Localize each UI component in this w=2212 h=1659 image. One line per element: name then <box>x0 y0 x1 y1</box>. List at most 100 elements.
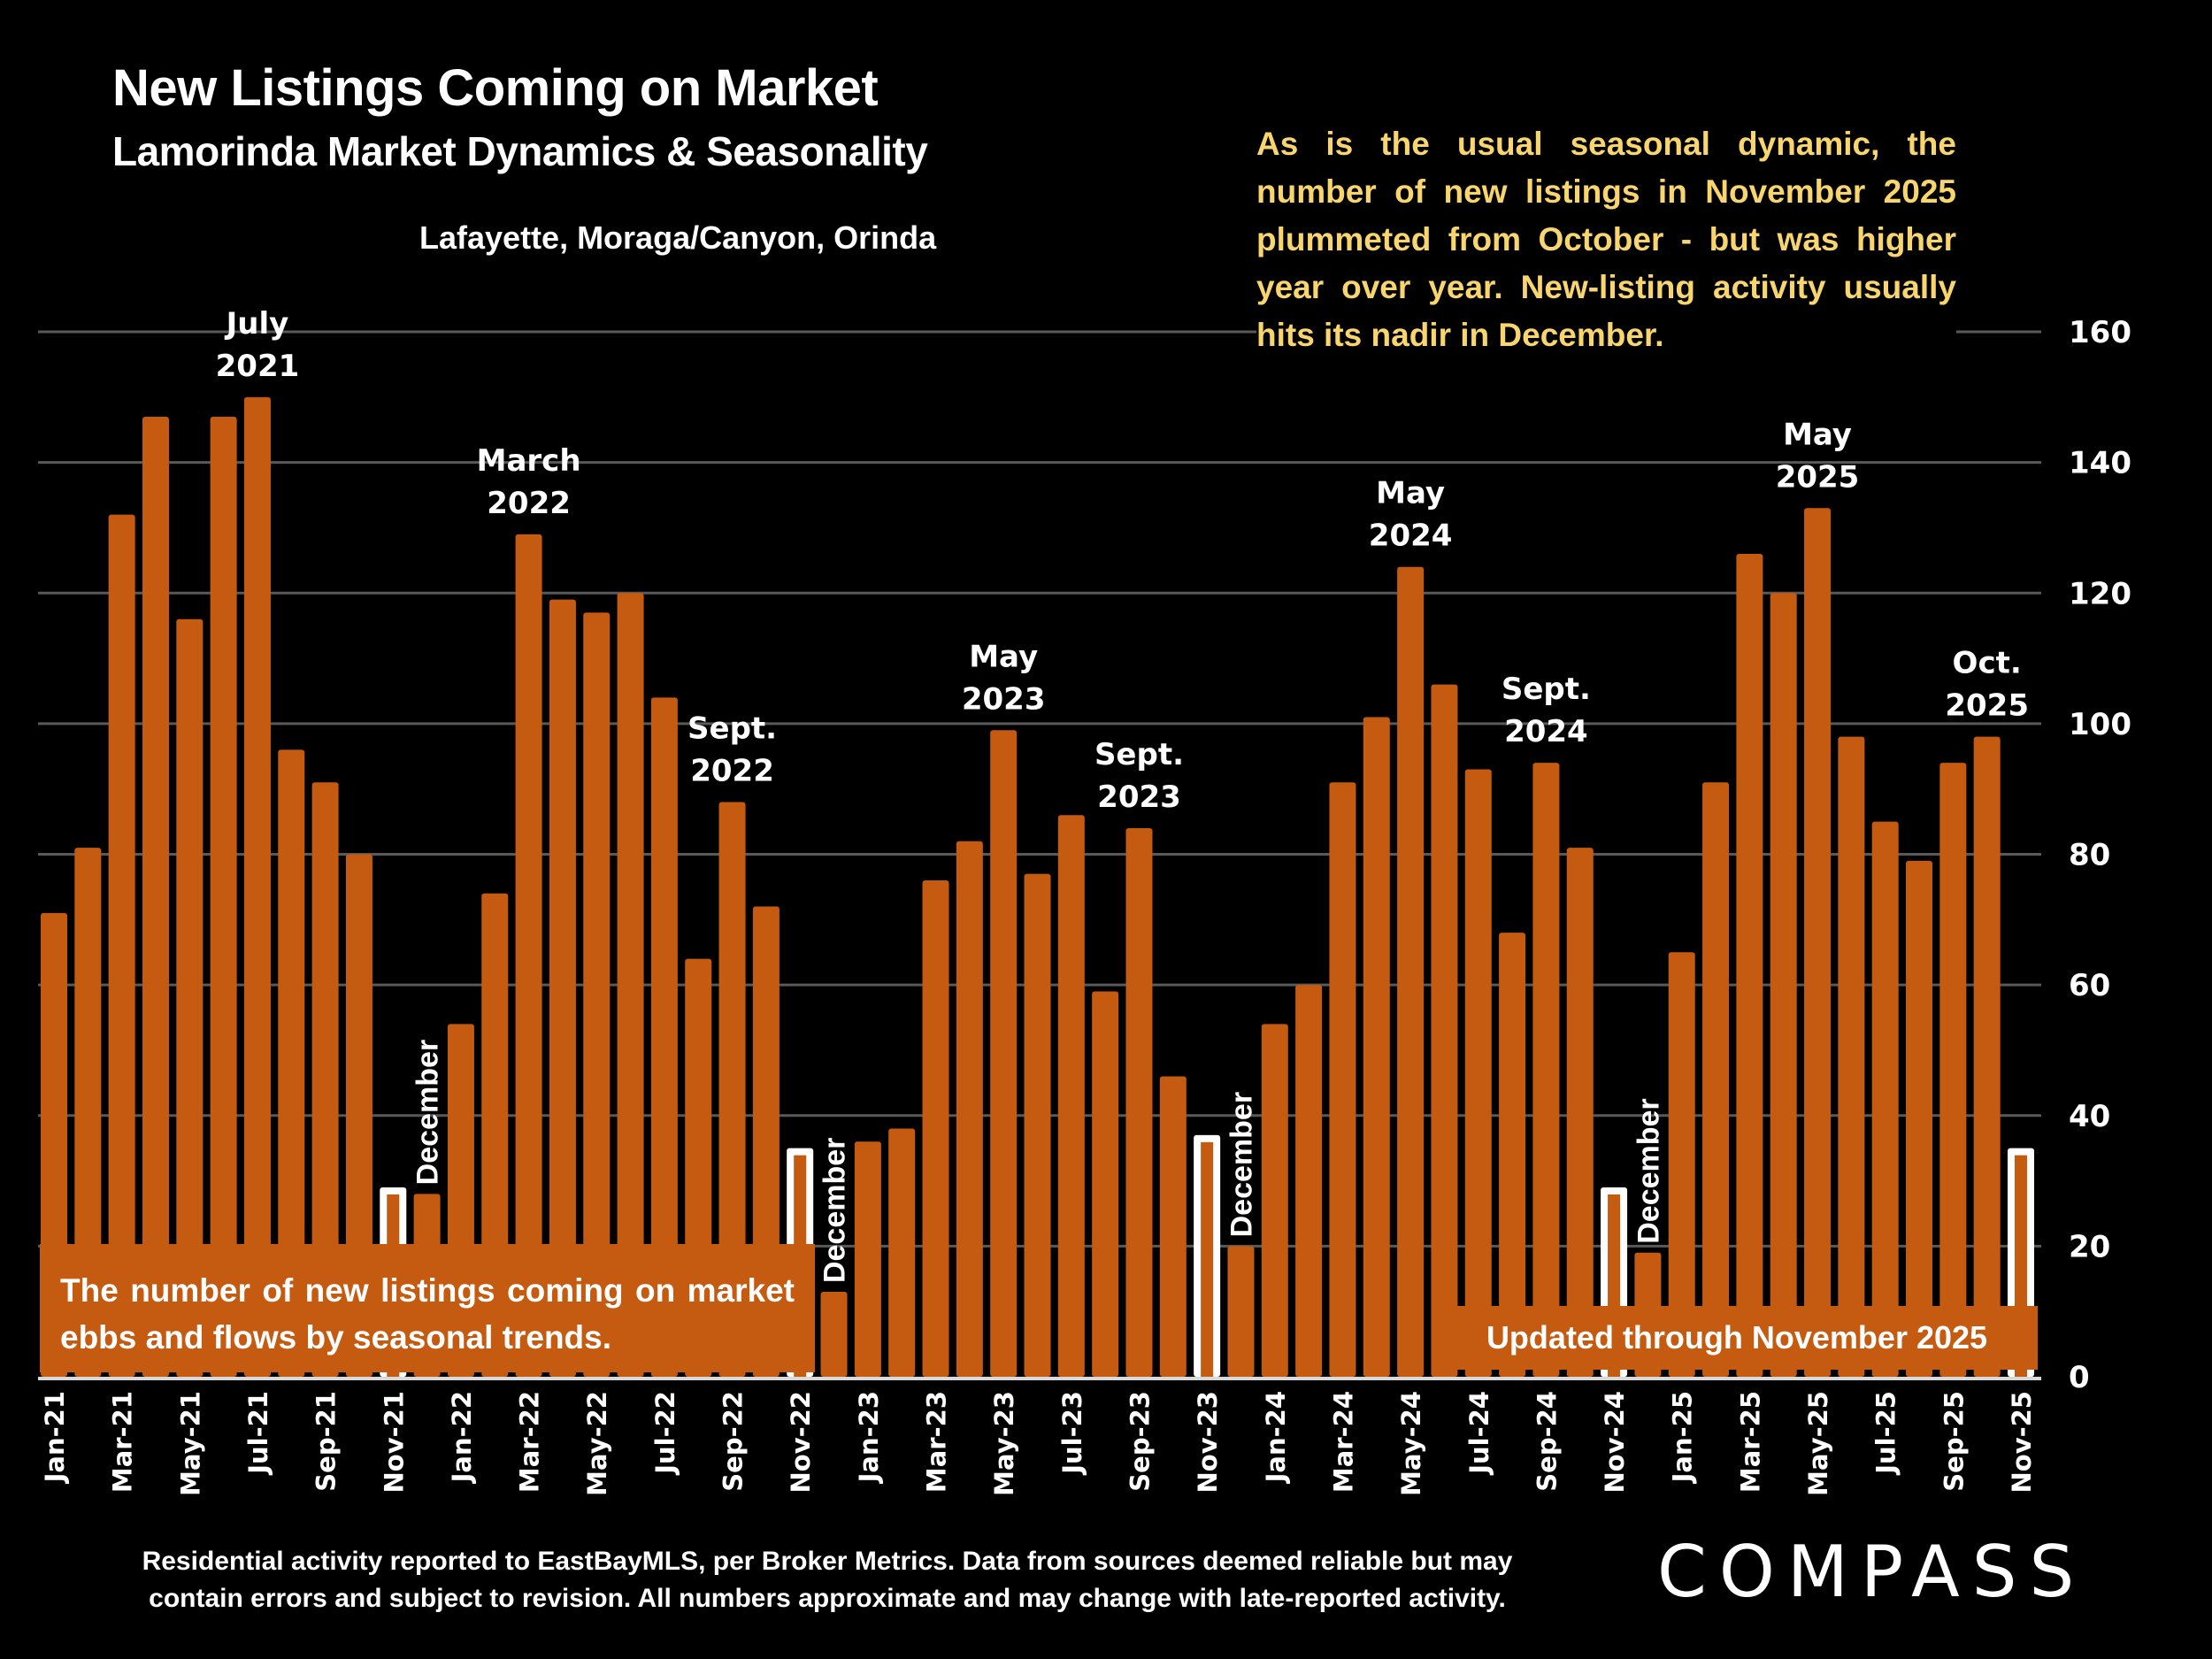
x-tick-label: Jul-25 <box>1871 1391 1901 1476</box>
peak-annotation-month: Sept. <box>1502 672 1591 707</box>
bars <box>41 396 2034 1377</box>
peak-annotation-year: 2023 <box>962 681 1046 717</box>
x-tick-label: May-21 <box>175 1391 205 1496</box>
x-tick-label: Mar-22 <box>515 1391 545 1493</box>
x-tick-label: Sep-25 <box>1939 1391 1969 1492</box>
december-annotation: December <box>1225 1092 1258 1237</box>
bar <box>515 534 542 1377</box>
bar <box>243 396 271 1377</box>
x-tick-label: Jan-21 <box>40 1391 70 1484</box>
bar <box>1329 782 1356 1377</box>
bar <box>990 730 1018 1377</box>
bar <box>1431 684 1458 1377</box>
y-tick-label: 20 <box>2069 1229 2110 1264</box>
x-tick-label: Jan-25 <box>1668 1391 1698 1484</box>
x-tick-label: Mar-23 <box>922 1391 952 1493</box>
x-tick-label: Nov-21 <box>379 1391 409 1494</box>
bar <box>1125 827 1153 1377</box>
commentary-text: As is the usual seasonal dynamic, the nu… <box>1256 120 1956 366</box>
x-tick-label: May-23 <box>989 1391 1019 1496</box>
x-tick-label: Nov-23 <box>1193 1391 1223 1494</box>
bar <box>311 782 339 1377</box>
december-annotation: December <box>818 1138 852 1283</box>
chart-subtitle: Lamorinda Market Dynamics & Seasonality <box>112 128 928 174</box>
bar <box>617 593 644 1377</box>
bar <box>1906 860 1933 1377</box>
bar <box>1397 566 1425 1377</box>
compass-logo: COMPASS <box>1657 1531 2087 1613</box>
bar <box>1702 782 1730 1377</box>
peak-annotation-month: Sept. <box>1094 737 1184 772</box>
bar <box>1464 769 1492 1377</box>
footer-line-2: contain errors and subject to revision. … <box>149 1584 1506 1613</box>
bar <box>956 841 983 1377</box>
bar <box>1159 1076 1187 1377</box>
y-tick-label: 120 <box>2069 576 2131 611</box>
bar <box>1024 873 1051 1377</box>
bar-highlighted <box>1201 1141 1214 1377</box>
y-tick-label: 60 <box>2069 968 2110 1003</box>
updated-through-note: Updated through November 2025 <box>1436 1306 2038 1370</box>
bar <box>1770 593 1797 1377</box>
y-tick-label: 160 <box>2069 315 2131 350</box>
x-tick-label: Sep-21 <box>311 1391 342 1492</box>
bar <box>1668 952 1695 1377</box>
peak-annotation-year: 2021 <box>216 349 300 384</box>
x-tick-label: Jan-24 <box>1261 1391 1291 1484</box>
peak-annotation-month: May <box>969 639 1038 674</box>
axes: 0 20 40 60 80 100 120 140 160 Jan-21 Mar-21 May-21 J… <box>38 315 2131 1496</box>
bar <box>1092 991 1119 1377</box>
chart-title: New Listings Coming on Market <box>112 59 879 117</box>
peak-annotation-month: Sept. <box>687 710 777 746</box>
bar <box>1973 736 2001 1377</box>
annotations: 2021 July 2022 March 2022 Sept. 2023 May 2023 Sep… <box>216 306 2029 1283</box>
x-tick-label: Mar-25 <box>1735 1391 1765 1493</box>
bar <box>1499 933 1526 1377</box>
peak-annotation-month: July <box>225 306 289 342</box>
x-tick-label: May-25 <box>1803 1391 1833 1496</box>
bar <box>549 599 576 1377</box>
bar <box>922 880 949 1377</box>
x-tick-label: Sep-22 <box>718 1391 749 1492</box>
x-tick-label: Mar-24 <box>1328 1391 1358 1493</box>
x-tick-label: Jan-22 <box>447 1391 477 1484</box>
x-tick-label: Nov-25 <box>2007 1391 2037 1494</box>
region-label: Lafayette, Moraga/Canyon, Orinda <box>419 219 937 256</box>
peak-annotation-year: 2023 <box>1097 780 1181 815</box>
y-tick-label: 80 <box>2069 838 2110 873</box>
y-tick-label: 40 <box>2069 1099 2110 1134</box>
bar <box>278 749 305 1377</box>
bar <box>1532 763 1560 1377</box>
december-annotation: December <box>1632 1098 1665 1243</box>
peak-annotation-month: March <box>477 443 581 479</box>
x-tick-label: Nov-24 <box>1600 1391 1630 1494</box>
bar <box>1363 717 1390 1377</box>
x-tick-label: Mar-21 <box>108 1391 138 1493</box>
peak-annotation-year: 2024 <box>1504 714 1588 749</box>
x-tick-label: Sep-24 <box>1532 1391 1562 1492</box>
x-tick-label: Jul-23 <box>1057 1391 1087 1476</box>
x-tick-label: Nov-22 <box>786 1391 816 1494</box>
bar <box>1871 821 1899 1377</box>
bar <box>1566 848 1594 1377</box>
peak-annotation-year: 2025 <box>1776 459 1860 495</box>
bar <box>820 1292 848 1377</box>
bar <box>1227 1246 1255 1377</box>
bar <box>854 1141 881 1377</box>
bar <box>650 697 678 1377</box>
peak-annotation-year: 2025 <box>1945 688 2029 724</box>
x-tick-label: Jan-23 <box>854 1391 884 1484</box>
bar <box>108 514 135 1377</box>
footer-line-1: Residential activity reported to EastBay… <box>142 1547 1513 1576</box>
bar <box>718 802 746 1377</box>
x-tick-label: May-22 <box>582 1391 612 1496</box>
bar <box>1939 763 1967 1377</box>
bar <box>176 618 204 1377</box>
y-tick-label: 0 <box>2069 1360 2090 1395</box>
peak-annotation-year: 2024 <box>1369 518 1453 554</box>
x-tick-label: Sep-23 <box>1125 1391 1155 1492</box>
x-tick-label: Jul-21 <box>243 1391 273 1476</box>
bar <box>210 416 237 1377</box>
bar <box>1736 553 1763 1377</box>
